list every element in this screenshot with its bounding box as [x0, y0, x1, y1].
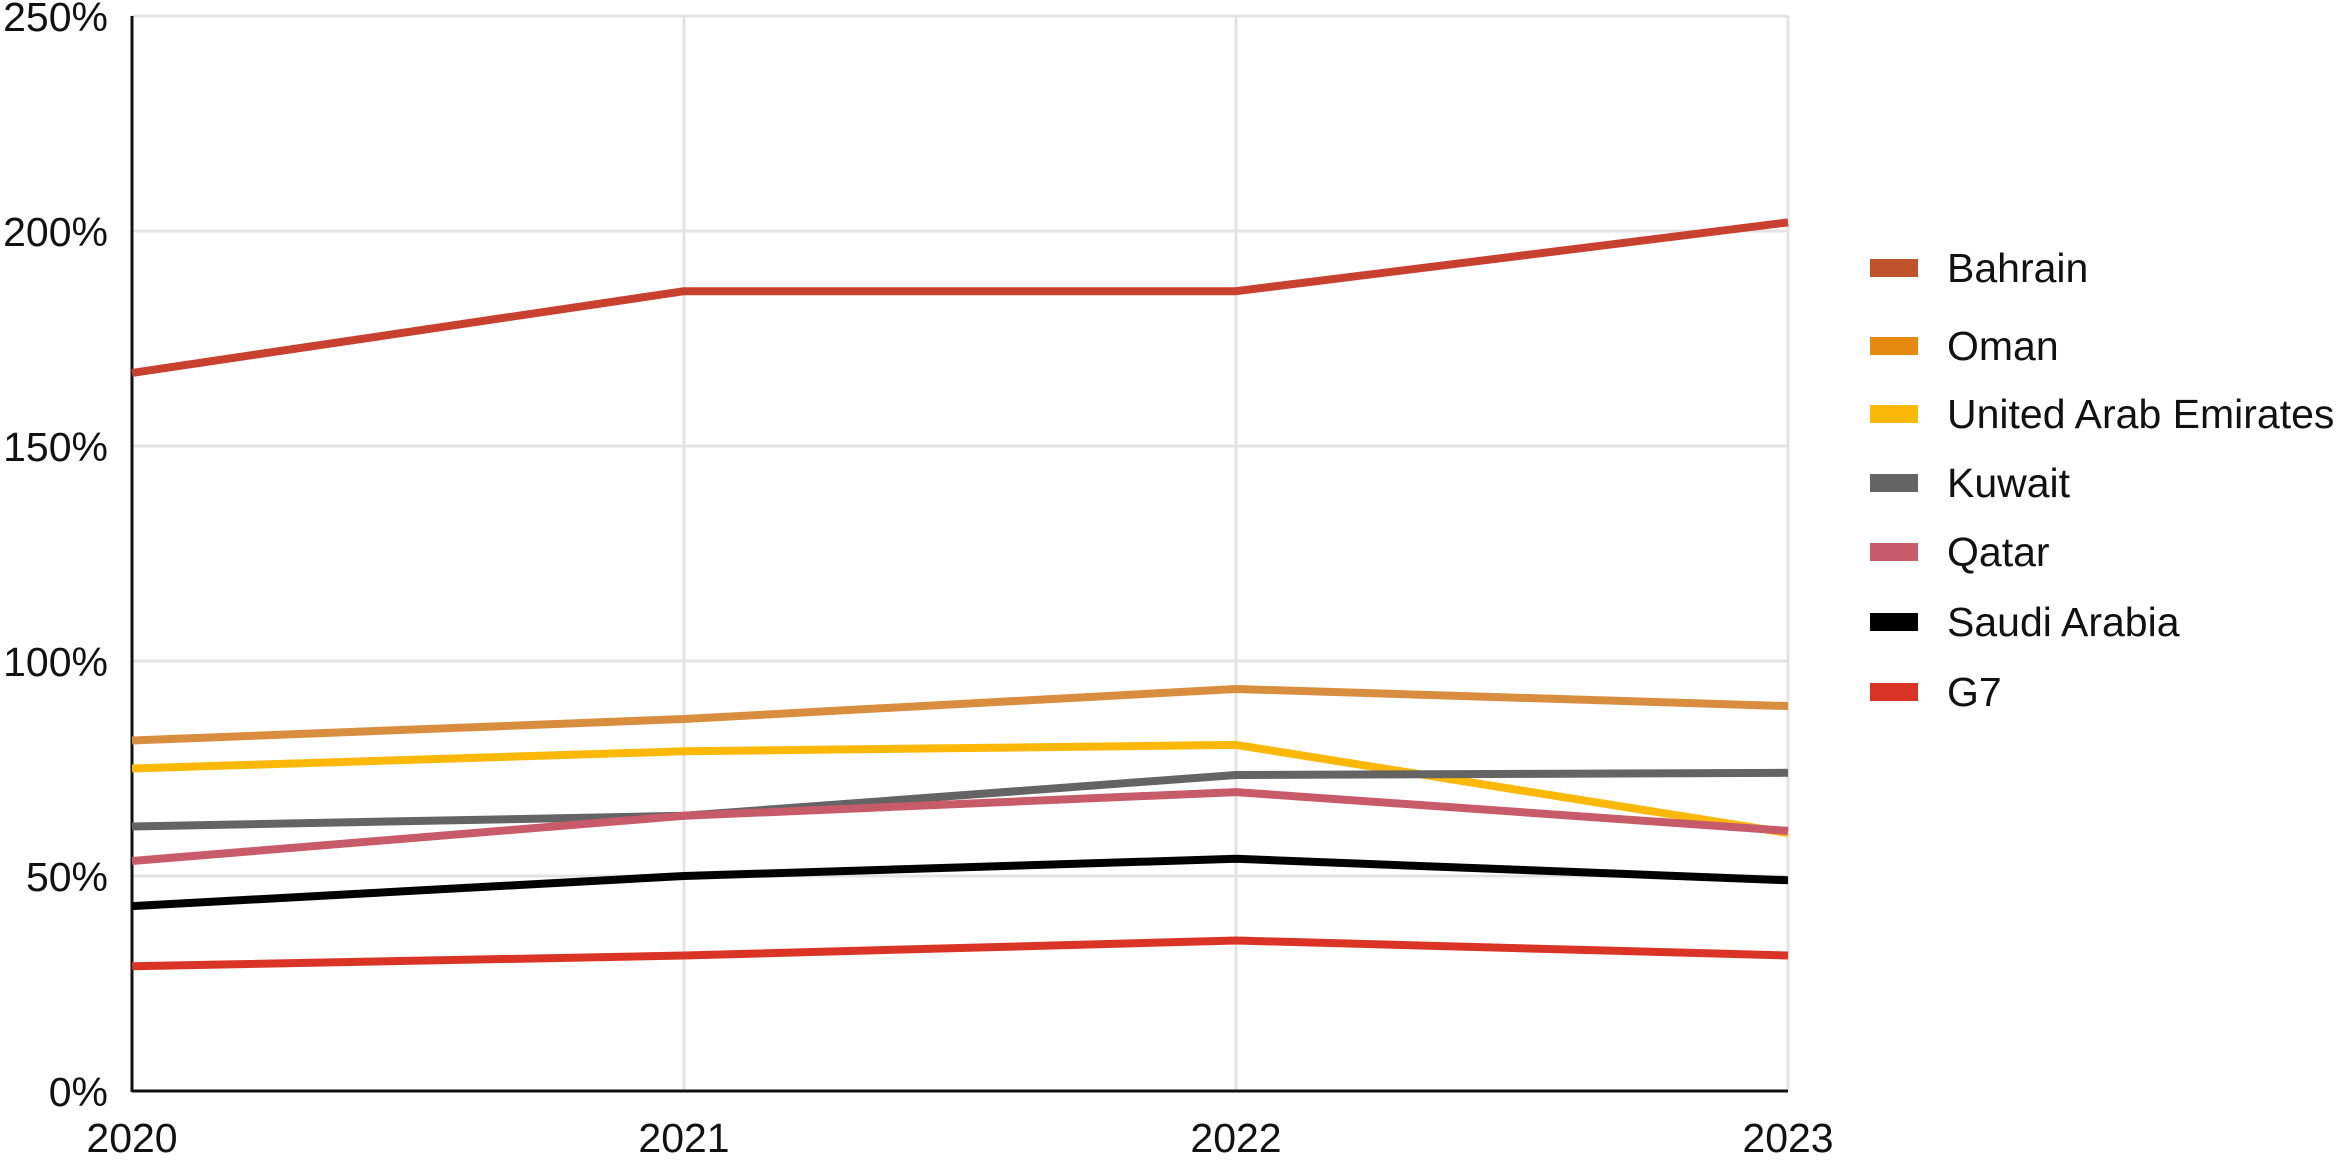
legend-label: Bahrain: [1947, 245, 2088, 291]
series-lines: [131, 218, 1789, 971]
y-tick-label: 100%: [3, 639, 108, 685]
series-line-qatar: [131, 788, 1789, 865]
legend-label: United Arab Emirates: [1947, 391, 2334, 437]
y-tick-label: 50%: [26, 854, 108, 900]
legend-item-bahrain: Bahrain: [1870, 245, 2088, 291]
legend-item-united-arab-emirates: United Arab Emirates: [1870, 391, 2334, 437]
y-tick-label: 0%: [49, 1069, 108, 1115]
legend-swatch: [1870, 613, 1918, 631]
legend-swatch: [1870, 337, 1918, 355]
legend-label: Kuwait: [1947, 460, 2071, 506]
legend-swatch: [1870, 405, 1918, 423]
series-line-bahrain: [131, 218, 1789, 377]
legend-swatch: [1870, 683, 1918, 701]
x-tick-label: 2021: [638, 1115, 729, 1161]
legend-item-saudi-arabia: Saudi Arabia: [1870, 599, 2180, 645]
legend-item-g7: G7: [1870, 669, 2002, 715]
series-line-kuwait: [131, 768, 1789, 831]
y-tick-labels: 0% 50% 100% 150% 200% 250%: [3, 0, 108, 1115]
legend-item-oman: Oman: [1870, 323, 2059, 369]
legend-label: Oman: [1947, 323, 2059, 369]
legend-label: G7: [1947, 669, 2002, 715]
series-line-oman: [131, 685, 1789, 745]
legend-label: Saudi Arabia: [1947, 599, 2180, 645]
x-tick-label: 2020: [86, 1115, 177, 1161]
legend-label: Qatar: [1947, 529, 2050, 575]
legend-swatch: [1870, 474, 1918, 492]
legend-swatch: [1870, 543, 1918, 561]
legend: Bahrain Oman United Arab Emirates Kuwait Qat…: [1870, 245, 2334, 715]
series-line-united-arab-emirates: [131, 740, 1789, 837]
x-tick-label: 2023: [1742, 1115, 1833, 1161]
series-line-g7: [131, 936, 1789, 971]
y-tick-label: 150%: [3, 424, 108, 470]
axes: [130, 16, 1788, 1093]
grid-lines: [132, 14, 1790, 1091]
y-tick-label: 200%: [3, 209, 108, 255]
x-tick-labels: 2020 2021 2022 2023: [86, 1115, 1833, 1161]
x-tick-label: 2022: [1190, 1115, 1281, 1161]
legend-swatch: [1870, 259, 1918, 277]
series-line-saudi-arabia: [131, 854, 1789, 911]
legend-item-kuwait: Kuwait: [1870, 460, 2071, 506]
legend-item-qatar: Qatar: [1870, 529, 2050, 575]
y-tick-label: 250%: [3, 0, 108, 40]
